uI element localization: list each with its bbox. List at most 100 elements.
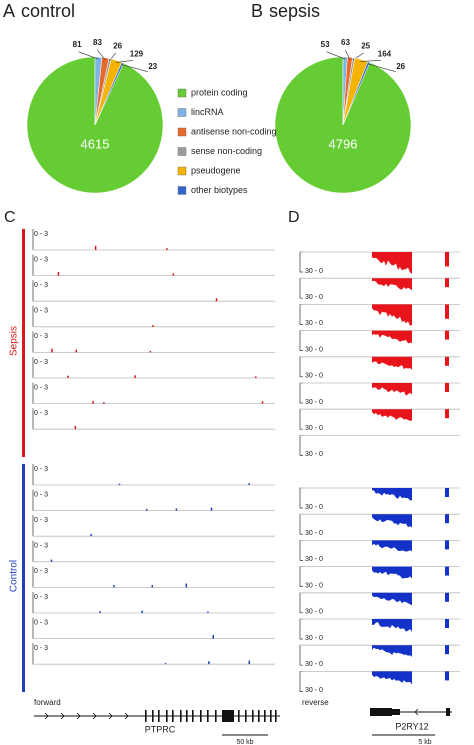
legend-label: other biotypes <box>191 185 248 195</box>
track-signal <box>445 619 449 628</box>
track-signal <box>113 585 115 588</box>
track-range: 0 - 3 <box>34 359 48 366</box>
exon <box>252 710 254 722</box>
track-axis <box>299 304 303 325</box>
track-signal <box>445 540 449 550</box>
track-axis <box>299 566 303 587</box>
track-axis <box>299 671 303 692</box>
leader-line <box>78 51 99 60</box>
leader-line <box>115 59 133 63</box>
track-signal <box>372 514 412 528</box>
exon <box>145 710 147 722</box>
track-signal <box>372 278 412 291</box>
leader-line <box>97 49 106 60</box>
track-range: 30 - 0 <box>305 556 323 563</box>
track-signal <box>372 488 412 501</box>
exon <box>370 708 392 716</box>
track-signal <box>372 356 412 370</box>
exon <box>258 710 260 722</box>
track-range: 30 - 0 <box>305 294 323 301</box>
exon <box>264 710 266 722</box>
exon <box>200 710 202 722</box>
track-signal <box>372 383 412 396</box>
strand-arrow <box>108 712 113 720</box>
track-signal <box>152 325 154 327</box>
track-signal <box>74 425 77 430</box>
track-signal <box>134 375 136 378</box>
track-range: 0 - 3 <box>34 491 48 498</box>
track-range: 30 - 0 <box>305 346 323 353</box>
track-range: 0 - 3 <box>34 308 48 315</box>
track-signal <box>372 671 412 685</box>
track-axis <box>299 513 303 535</box>
track-range: 0 - 3 <box>34 231 48 238</box>
track-range: 0 - 3 <box>34 568 48 575</box>
track-range: 30 - 0 <box>305 504 323 511</box>
value-label: 23 <box>148 62 157 71</box>
track-signal <box>175 508 178 511</box>
track-range: 0 - 3 <box>34 256 48 263</box>
leader-line <box>367 63 396 72</box>
value-label: 83 <box>93 38 102 47</box>
leader-line <box>109 52 116 61</box>
legend-swatch <box>177 108 187 117</box>
legend-label: lincRNA <box>191 107 224 117</box>
track-range: 0 - 3 <box>34 333 48 340</box>
track-range: 0 - 3 <box>34 543 48 550</box>
exon <box>186 710 188 722</box>
track-signal <box>103 402 105 404</box>
track-signal <box>372 252 412 274</box>
scale-label: 50 kb <box>236 739 253 745</box>
track-signal <box>94 245 97 250</box>
track-range: 30 - 0 <box>305 425 323 432</box>
track-signal <box>145 508 148 511</box>
gene-name: PTPRC <box>145 724 176 734</box>
legend-label: protein coding <box>191 87 248 97</box>
value-label: 53 <box>321 40 330 49</box>
track-signal <box>57 271 60 276</box>
track-signal <box>372 304 412 326</box>
group-bar <box>22 464 25 692</box>
track-signal <box>149 350 152 353</box>
exon <box>158 710 160 722</box>
track-signal <box>445 330 449 340</box>
track-axis <box>299 330 303 351</box>
value-label: 4615 <box>81 136 110 151</box>
track-signal <box>212 635 214 639</box>
group-label: Control <box>9 560 20 592</box>
track-signal <box>118 483 121 485</box>
track-signal <box>166 248 168 250</box>
exon <box>166 710 168 722</box>
exon <box>245 710 247 722</box>
track-signal <box>445 645 449 655</box>
value-label: 25 <box>361 41 370 50</box>
panel-label: D <box>288 209 300 226</box>
track-signal <box>445 671 449 681</box>
exon <box>230 710 234 722</box>
track-signal <box>372 566 412 579</box>
track-signal <box>372 645 412 657</box>
track-signal <box>445 514 449 524</box>
track-signal <box>141 610 143 613</box>
track-range: 0 - 3 <box>34 466 48 473</box>
track-range: 0 - 3 <box>34 517 48 524</box>
strand-label: reverse <box>302 698 329 707</box>
track-signal <box>208 661 210 665</box>
track-signal <box>445 252 449 267</box>
pie-title: control <box>21 1 75 21</box>
value-label: 81 <box>73 40 82 49</box>
track-axis <box>299 435 303 456</box>
strand-arrow <box>92 712 97 720</box>
track-range: 0 - 3 <box>34 594 48 601</box>
track-range: 30 - 0 <box>305 451 323 458</box>
strand-arrow <box>60 712 65 720</box>
legend-label: pseudogene <box>191 165 241 175</box>
track-signal <box>372 330 412 344</box>
track-signal <box>445 409 449 419</box>
exon <box>392 709 400 715</box>
exon <box>446 708 450 716</box>
track-signal <box>372 619 412 632</box>
legend-swatch <box>177 127 187 137</box>
track-range: 30 - 0 <box>305 635 323 642</box>
